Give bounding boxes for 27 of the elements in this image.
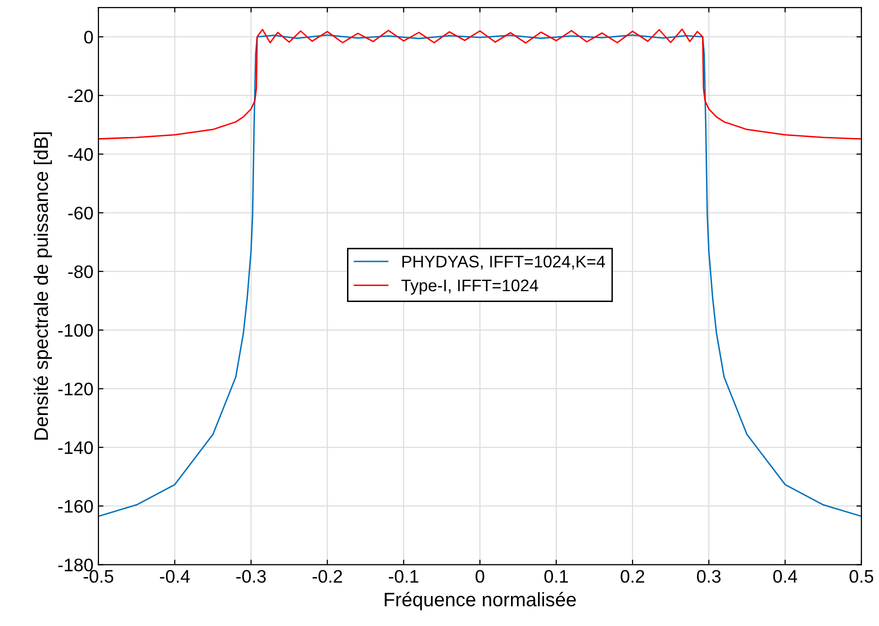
- x-tick-label: 0.1: [544, 570, 568, 583]
- legend-label: Type-I, IFFT=1024: [401, 280, 538, 295]
- y-tick-label: -80: [68, 265, 93, 278]
- x-tick-label: 0.4: [773, 570, 798, 583]
- y-tick-label: -120: [58, 382, 93, 396]
- y-tick-label: -20: [68, 89, 93, 102]
- x-tick-label: 0: [476, 570, 484, 583]
- line-series: [98, 34, 862, 517]
- legend-label: PHYDYAS, IFFT=1024,K=4: [402, 256, 605, 270]
- y-tick-label: -140: [58, 441, 93, 454]
- y-tick-label: -100: [58, 324, 93, 337]
- y-tick-label: -60: [68, 206, 93, 220]
- y-tick-label: 0: [84, 30, 93, 44]
- y-tick-label: -40: [68, 148, 93, 161]
- x-tick-label: -0.5: [84, 570, 114, 583]
- x-tick-label: 0.2: [620, 570, 644, 583]
- line-series: [98, 28, 862, 140]
- y-tick-label: -160: [58, 500, 93, 513]
- x-tick-label: 0.5: [850, 570, 874, 583]
- x-tick-label: -0.2: [312, 570, 342, 583]
- x-axis-title: Fréquence normalisée: [384, 592, 576, 610]
- y-axis-title: Densité spectrale de puissance [dB]: [34, 132, 52, 440]
- y-tick-label: -180: [58, 558, 93, 572]
- x-tick-label: -0.1: [388, 570, 418, 583]
- x-tick-label: -0.4: [160, 570, 190, 583]
- x-tick-label: 0.3: [696, 570, 721, 583]
- x-tick-label: -0.3: [236, 570, 266, 583]
